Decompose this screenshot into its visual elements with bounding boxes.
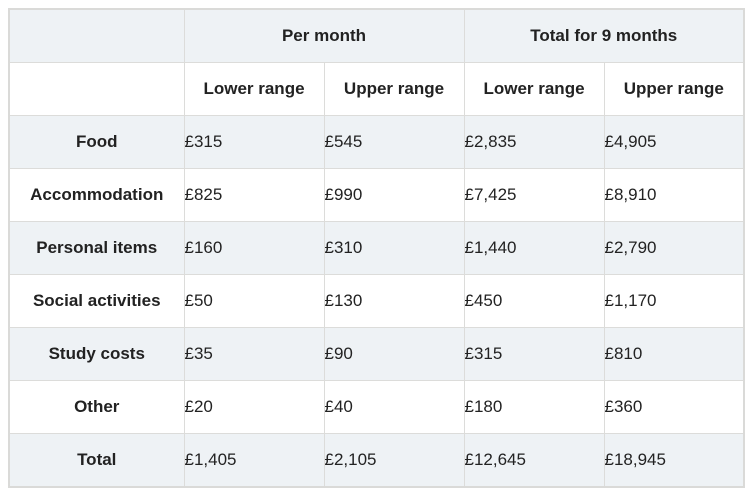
table-row-other: Other £20 £40 £180 £360 (8, 380, 745, 434)
cell-value: £35 (183, 327, 325, 381)
cell-value: £130 (323, 274, 465, 328)
cell-value: £180 (463, 380, 605, 434)
row-label-social-activities: Social activities (8, 274, 185, 328)
subheader-total-lower: Lower range (463, 62, 605, 116)
cell-value: £2,790 (603, 221, 745, 275)
column-group-per-month: Per month (183, 8, 465, 63)
row-label-personal-items: Personal items (8, 221, 185, 275)
subheader-total-upper: Upper range (603, 62, 745, 116)
cell-value: £1,405 (183, 433, 325, 488)
row-label-food: Food (8, 115, 185, 169)
student-costs-table: Per month Total for 9 months Lower range… (8, 8, 746, 488)
cell-value: £450 (463, 274, 605, 328)
cell-value: £315 (183, 115, 325, 169)
cell-value: £545 (323, 115, 465, 169)
subheader-month-lower: Lower range (183, 62, 325, 116)
cell-value: £12,645 (463, 433, 605, 488)
cell-value: £20 (183, 380, 325, 434)
cell-value: £8,910 (603, 168, 745, 222)
table-row-study-costs: Study costs £35 £90 £315 £810 (8, 327, 745, 381)
table-row-food: Food £315 £545 £2,835 £4,905 (8, 115, 745, 169)
cell-value: £50 (183, 274, 325, 328)
table-row-accommodation: Accommodation £825 £990 £7,425 £8,910 (8, 168, 745, 222)
row-label-accommodation: Accommodation (8, 168, 185, 222)
column-group-header-row: Per month Total for 9 months (8, 8, 745, 63)
cell-value: £1,440 (463, 221, 605, 275)
cell-value: £160 (183, 221, 325, 275)
table-row-social-activities: Social activities £50 £130 £450 £1,170 (8, 274, 745, 328)
cell-value: £2,835 (463, 115, 605, 169)
cell-value: £40 (323, 380, 465, 434)
cell-value: £4,905 (603, 115, 745, 169)
cell-value: £1,170 (603, 274, 745, 328)
row-label-other: Other (8, 380, 185, 434)
corner-cell-top (8, 8, 185, 63)
subheader-month-upper: Upper range (323, 62, 465, 116)
row-label-total: Total (8, 433, 185, 488)
cell-value: £2,105 (323, 433, 465, 488)
row-label-study-costs: Study costs (8, 327, 185, 381)
cell-value: £18,945 (603, 433, 745, 488)
cell-value: £990 (323, 168, 465, 222)
cell-value: £825 (183, 168, 325, 222)
cell-value: £310 (323, 221, 465, 275)
column-group-total-9-months: Total for 9 months (463, 8, 745, 63)
cell-value: £810 (603, 327, 745, 381)
sub-header-row: Lower range Upper range Lower range Uppe… (8, 62, 745, 116)
cell-value: £90 (323, 327, 465, 381)
table-row-total: Total £1,405 £2,105 £12,645 £18,945 (8, 433, 745, 488)
table-row-personal-items: Personal items £160 £310 £1,440 £2,790 (8, 221, 745, 275)
cell-value: £7,425 (463, 168, 605, 222)
cell-value: £360 (603, 380, 745, 434)
corner-cell-sub (8, 62, 185, 116)
cell-value: £315 (463, 327, 605, 381)
